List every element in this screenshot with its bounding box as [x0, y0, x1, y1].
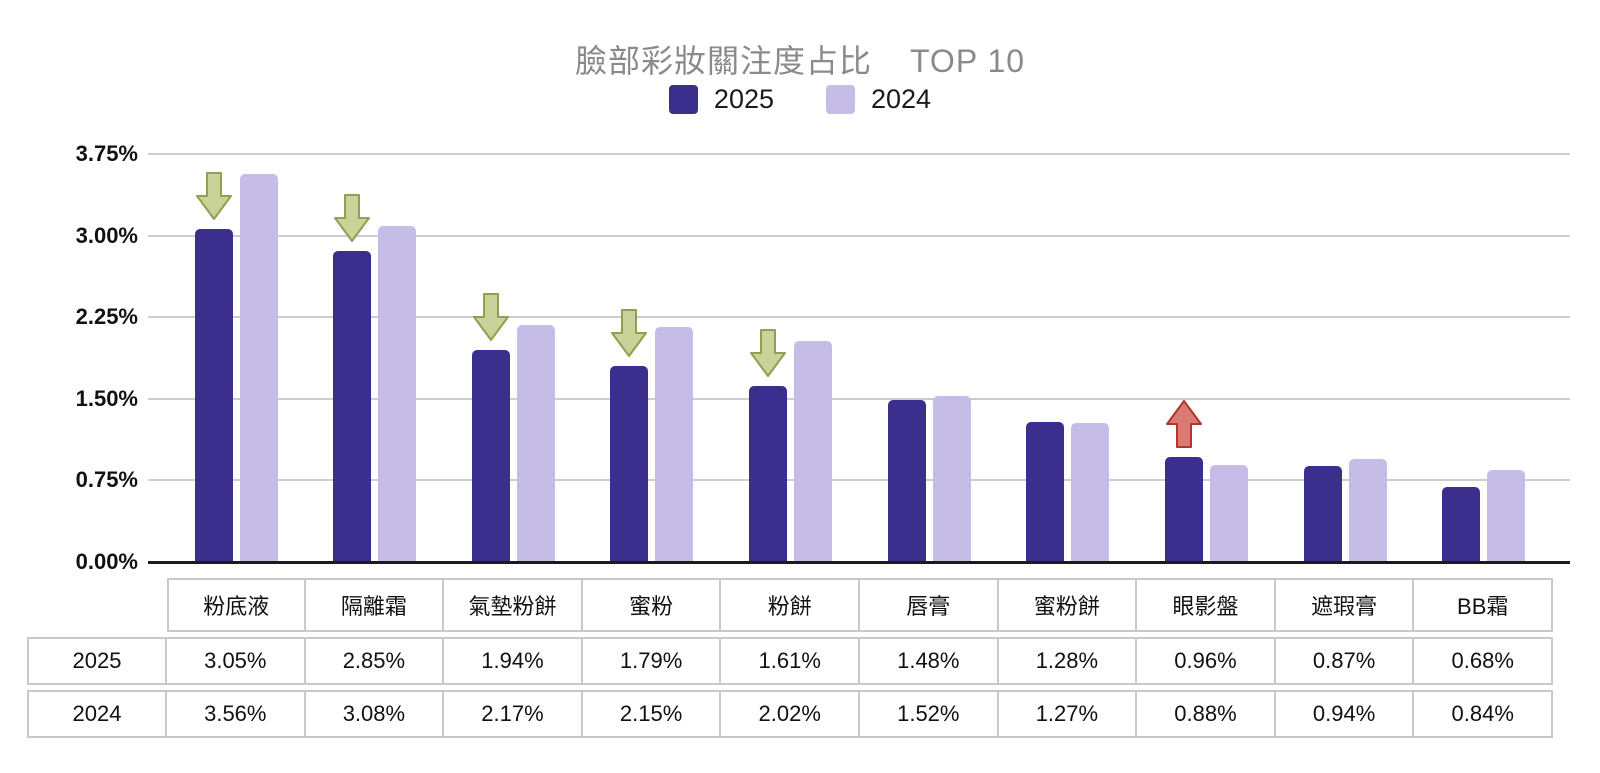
table-value-cell: 0.88%: [1135, 690, 1276, 738]
trend-arrow-up-icon: [1166, 399, 1203, 453]
bar-2024-蜜粉餅: [1071, 422, 1110, 561]
table-value-cell: 2.85%: [303, 637, 445, 685]
table-value-cell: 3.05%: [165, 637, 306, 685]
table-value-cell: 0.84%: [1412, 690, 1553, 738]
bar-2024-唇膏: [932, 395, 971, 561]
table-corner-blank: [27, 578, 167, 632]
plot-area: [148, 153, 1570, 564]
table-value-cell: 0.96%: [1135, 637, 1276, 685]
legend-item-2025: 2025: [668, 84, 774, 115]
gridline: [148, 234, 1570, 237]
table-value-cell: 3.08%: [303, 690, 445, 738]
legend-swatch-2025-icon: [668, 85, 698, 114]
table-value-cell: 0.68%: [1412, 637, 1553, 685]
table-row-label: 2025: [27, 637, 167, 685]
trend-arrow-down-icon: [472, 292, 509, 346]
bar-2025-氣墊粉餅: [471, 349, 510, 561]
gridline: [148, 479, 1570, 482]
chart-title-row: 臉部彩妝關注度占比 TOP 10: [0, 36, 1600, 82]
data-table: 粉底液 隔離霜 氣墊粉餅 蜜粉 粉餅 唇膏 蜜粉餅 眼影盤 遮瑕膏 BB霜 2025 3.05% 2.8…: [27, 578, 1553, 738]
y-axis-label: 3.00%: [75, 222, 138, 248]
table-value-cell: 1.52%: [858, 690, 999, 738]
bar-2025-遮瑕膏: [1303, 466, 1342, 561]
gridline: [148, 397, 1570, 400]
chart-title-top10: TOP 10: [909, 43, 1026, 79]
table-header-cell: BB霜: [1412, 578, 1553, 632]
table-value-cell: 0.94%: [1273, 690, 1415, 738]
y-axis-label: 3.75%: [75, 141, 138, 166]
table-header-cell: 蜜粉: [580, 578, 722, 632]
table-value-cell: 1.61%: [719, 637, 860, 685]
table-header-cell: 氣墊粉餅: [442, 578, 583, 632]
table-value-cell: 3.56%: [165, 690, 306, 738]
bar-2024-遮瑕膏: [1348, 458, 1387, 561]
bar-2025-眼影盤: [1165, 456, 1204, 561]
bar-2024-隔離霜: [378, 225, 417, 561]
bar-2025-隔離霜: [333, 250, 372, 561]
chart-title: 臉部彩妝關注度占比: [574, 43, 872, 79]
trend-arrow-down-icon: [334, 193, 371, 247]
x-axis-line: [148, 561, 1570, 564]
bar-2025-粉餅: [749, 385, 788, 561]
table-value-cell: 2.15%: [580, 690, 722, 738]
table-value-cell: 1.28%: [996, 637, 1138, 685]
table-header-cell: 蜜粉餅: [996, 578, 1138, 632]
bar-2025-粉底液: [194, 229, 233, 561]
table-value-cell: 1.79%: [580, 637, 722, 685]
legend-item-2024: 2024: [826, 84, 931, 115]
table-value-cell: 2.02%: [719, 690, 860, 738]
y-axis-label: 0.00%: [75, 549, 138, 574]
bar-2024-氣墊粉餅: [516, 324, 555, 561]
table-value-cell: 1.48%: [858, 637, 999, 685]
legend-label-2024: 2024: [871, 84, 932, 114]
bar-2025-蜜粉: [610, 366, 649, 561]
y-axis-label: 0.75%: [75, 467, 138, 493]
legend-label-2025: 2025: [713, 84, 774, 114]
bar-2024-BB霜: [1487, 469, 1526, 561]
trend-arrow-down-icon: [195, 172, 232, 225]
trend-arrow-down-icon: [611, 309, 648, 362]
chart-area: 3.75% 3.00% 2.25% 1.50% 0.75% 0.00%: [0, 143, 1600, 573]
gridline: [148, 153, 1570, 155]
trend-arrow-down-icon: [750, 328, 787, 382]
bar-2025-BB霜: [1442, 487, 1481, 561]
table-header-cell: 遮瑕膏: [1273, 578, 1415, 632]
legend: 2025 2024: [0, 84, 1600, 115]
table-header-cell: 粉底液: [167, 578, 306, 632]
bar-2024-粉底液: [239, 173, 278, 561]
y-axis-label: 2.25%: [75, 304, 138, 330]
table-header-cell: 唇膏: [858, 578, 999, 632]
bar-2025-唇膏: [887, 399, 926, 561]
bar-2025-蜜粉餅: [1026, 421, 1065, 561]
table-header-cell: 粉餅: [719, 578, 860, 632]
bar-2024-眼影盤: [1210, 465, 1249, 561]
y-axis-label: 1.50%: [75, 385, 138, 411]
table-value-cell: 1.94%: [442, 637, 583, 685]
legend-swatch-2024-icon: [826, 85, 855, 114]
gridline: [148, 316, 1570, 319]
table-header-cell: 眼影盤: [1135, 578, 1276, 632]
bar-2024-蜜粉: [655, 327, 694, 561]
table-value-cell: 2.17%: [442, 690, 583, 738]
table-row-label: 2024: [27, 690, 167, 738]
table-header-cell: 隔離霜: [303, 578, 445, 632]
bar-2024-粉餅: [794, 341, 833, 561]
table-value-cell: 1.27%: [996, 690, 1138, 738]
table-value-cell: 0.87%: [1273, 637, 1415, 685]
